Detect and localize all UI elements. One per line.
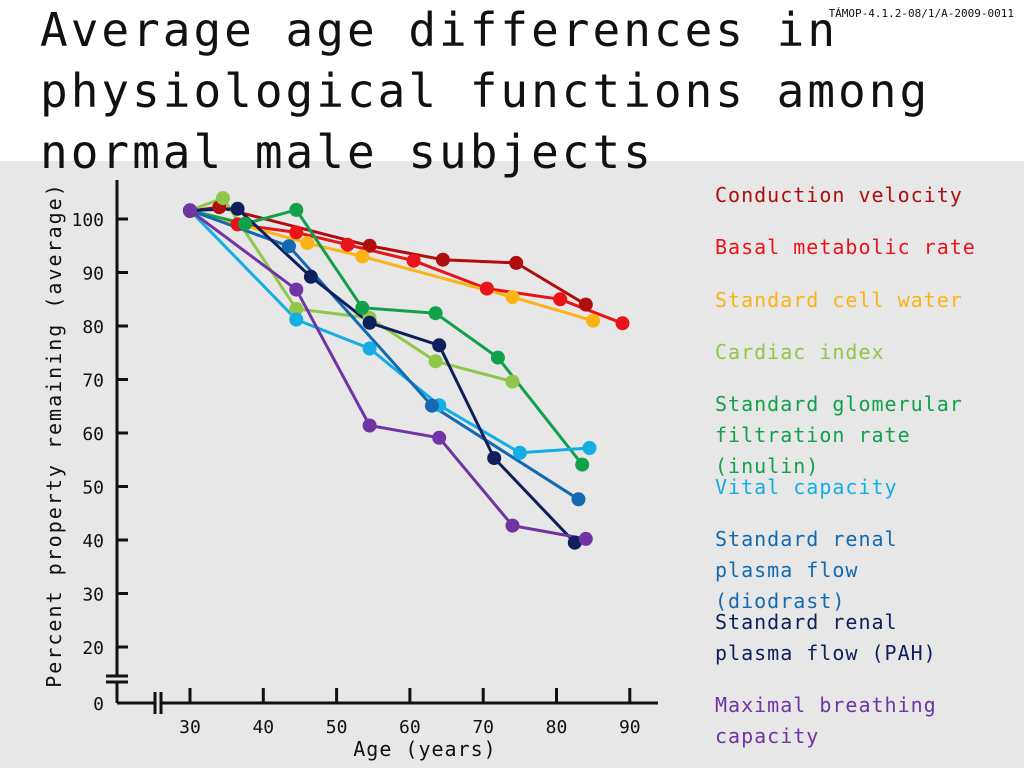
data-point-standard-renal-plasma-flow-diodrast <box>282 239 296 254</box>
data-point-basal-metabolic-rate <box>289 225 304 240</box>
data-point-cardiac-index <box>216 191 230 206</box>
y-tick-label: 0 <box>93 694 104 715</box>
y-axis-label: Percent property remaining (average) <box>42 182 66 687</box>
data-point-maximal-breathing-capacity <box>289 282 304 297</box>
data-point-standard-renal-plasma-flow-pah <box>230 201 245 216</box>
data-point-cardiac-index <box>505 374 520 389</box>
data-point-maximal-breathing-capacity <box>183 203 197 218</box>
data-point-standard-glomerular-filtration-rate-inulin <box>238 216 252 231</box>
series-line-maximal-breathing-capacity <box>189 209 587 541</box>
data-point-standard-renal-plasma-flow-pah <box>487 451 502 466</box>
data-point-vital-capacity <box>289 312 304 327</box>
y-tick-label: 20 <box>82 638 104 659</box>
data-point-maximal-breathing-capacity <box>578 531 593 546</box>
data-point-basal-metabolic-rate <box>615 316 630 331</box>
data-point-standard-renal-plasma-flow-pah <box>432 338 447 353</box>
y-tick-label: 40 <box>82 531 104 552</box>
data-point-standard-glomerular-filtration-rate-inulin <box>575 457 590 472</box>
x-tick-label: 40 <box>252 717 274 738</box>
data-point-standard-renal-plasma-flow-pah <box>362 315 377 330</box>
legend-item-maximal-breathing-capacity: Maximal breathing capacity <box>715 693 937 748</box>
data-point-standard-cell-water <box>300 236 315 251</box>
x-axis-label: Age (years) <box>353 737 496 761</box>
axes: 0 20 30 40 50 60 70 80 90 100 30 40 50 60 70 80 90 <box>71 180 658 738</box>
x-tick-label: 30 <box>179 717 201 738</box>
legend-item-gfr-inulin: Standard glomerular filtration rate (inu… <box>715 392 963 478</box>
data-point-standard-renal-plasma-flow-diodrast <box>424 398 439 413</box>
x-tick-label: 90 <box>619 717 641 738</box>
legend-item-basal-metabolic-rate: Basal metabolic rate <box>715 235 976 259</box>
legend-item-conduction-velocity: Conduction velocity <box>715 183 963 207</box>
x-tick-label: 70 <box>472 717 494 738</box>
data-point-cardiac-index <box>289 301 304 316</box>
data-point-basal-metabolic-rate <box>340 237 355 252</box>
data-point-standard-cell-water <box>505 290 520 305</box>
data-point-standard-glomerular-filtration-rate-inulin <box>428 306 443 321</box>
data-point-basal-metabolic-rate <box>406 253 421 268</box>
data-point-maximal-breathing-capacity <box>362 418 377 433</box>
x-tick-label: 80 <box>546 717 568 738</box>
data-point-maximal-breathing-capacity <box>505 518 520 533</box>
data-point-standard-cell-water <box>586 313 601 328</box>
y-tick-label: 60 <box>82 424 104 445</box>
x-tick-label: 50 <box>326 717 348 738</box>
y-tick-label: 90 <box>82 264 104 285</box>
data-point-vital-capacity <box>582 441 597 455</box>
data-point-conduction-velocity <box>435 252 450 267</box>
series-points <box>183 191 630 550</box>
data-point-vital-capacity <box>362 341 377 356</box>
y-tick-label: 30 <box>82 585 104 606</box>
y-tick-label: 70 <box>82 371 104 392</box>
y-tick-label: 50 <box>82 478 104 499</box>
data-point-conduction-velocity <box>578 297 593 312</box>
y-tick-label: 80 <box>82 317 104 338</box>
page-title: Average age differences in physiological… <box>40 3 931 179</box>
data-point-basal-metabolic-rate <box>479 281 494 296</box>
series-lines <box>188 196 624 544</box>
legend-item-rpf-pah: Standard renal plasma flow (PAH) <box>715 610 937 665</box>
x-tick-label: 60 <box>399 717 421 738</box>
data-point-conduction-velocity <box>362 238 377 253</box>
data-point-vital-capacity <box>512 445 527 460</box>
legend-item-vital-capacity: Vital capacity <box>715 475 898 499</box>
legend-item-cardiac-index: Cardiac index <box>715 340 885 364</box>
data-point-basal-metabolic-rate <box>553 292 568 307</box>
data-point-standard-glomerular-filtration-rate-inulin <box>490 350 505 365</box>
data-point-standard-renal-plasma-flow-pah <box>303 269 318 284</box>
legend-item-rpf-diodrast: Standard renal plasma flow (diodrast) <box>715 527 898 613</box>
legend-item-standard-cell-water: Standard cell water <box>715 288 963 312</box>
document-code: TÁMOP-4.1.2-08/1/A-2009-0011 <box>828 7 1014 20</box>
data-point-standard-glomerular-filtration-rate-inulin <box>289 202 304 217</box>
data-point-standard-cell-water <box>355 249 370 264</box>
y-tick-label: 100 <box>71 210 104 231</box>
data-point-cardiac-index <box>428 354 443 369</box>
data-point-standard-renal-plasma-flow-diodrast <box>571 492 586 507</box>
data-point-standard-glomerular-filtration-rate-inulin <box>355 300 370 315</box>
data-point-standard-renal-plasma-flow-pah <box>567 535 582 550</box>
data-point-conduction-velocity <box>509 255 524 270</box>
data-point-maximal-breathing-capacity <box>432 430 447 445</box>
